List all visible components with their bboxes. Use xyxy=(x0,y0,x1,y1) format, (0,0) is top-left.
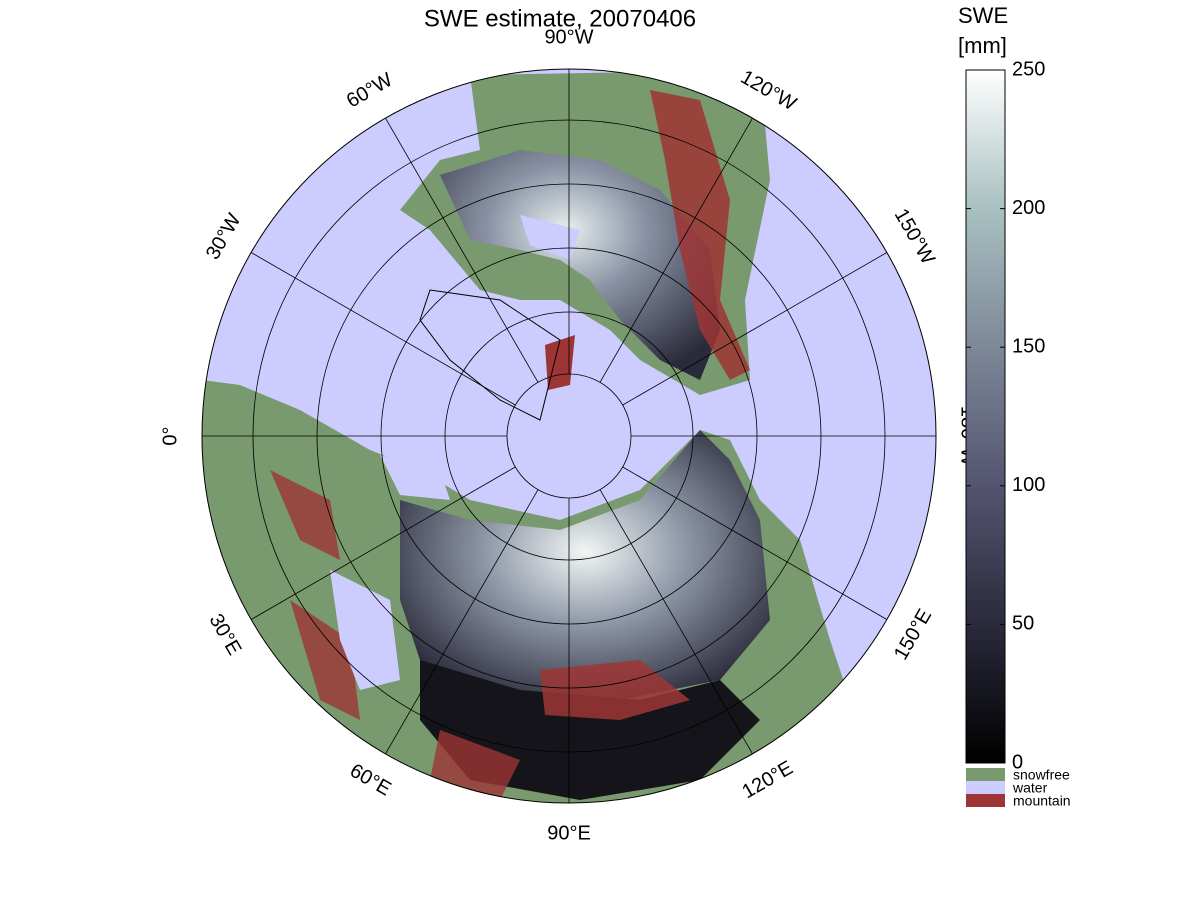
meridian-label: 150°E xyxy=(890,605,936,663)
mountain xyxy=(650,90,750,380)
meridian xyxy=(385,117,539,383)
mountain xyxy=(270,470,360,720)
colorbar-tick-label: 100 xyxy=(1012,474,1045,496)
meridian xyxy=(385,489,539,755)
meridian-label: 150°W xyxy=(890,205,939,268)
meridian-label: 60°E xyxy=(346,760,395,801)
snow-cover xyxy=(400,430,770,700)
colorbar-tick-label: 50 xyxy=(1012,613,1034,635)
meridian xyxy=(599,117,753,383)
meridian-label: 90°E xyxy=(547,822,591,844)
colorbar-label: [mm] xyxy=(958,33,1007,58)
meridian xyxy=(599,489,753,755)
graticule xyxy=(202,69,936,803)
meridian-label: 90°W xyxy=(544,26,593,48)
meridian-label: 60°W xyxy=(343,69,397,113)
meridian-label: 30°W xyxy=(202,210,246,264)
bay xyxy=(520,215,580,260)
meridian xyxy=(250,252,516,406)
legend-swatch xyxy=(966,768,1005,781)
mountain xyxy=(540,660,690,720)
colorbar-tick-label: 150 xyxy=(1012,335,1045,357)
colorbar-label: SWE xyxy=(958,3,1008,28)
legend-swatch xyxy=(966,781,1005,794)
sea xyxy=(380,455,450,500)
colorbar-tick-label: 250 xyxy=(1012,58,1045,80)
colorbar-tick-label: 0 xyxy=(1012,751,1023,773)
mountain xyxy=(430,730,520,800)
meridian-label: 30°E xyxy=(205,610,246,659)
legend-label: mountain xyxy=(1013,793,1071,809)
meridian-label: 0° xyxy=(159,426,181,445)
snow-cover xyxy=(440,150,720,380)
map-frame xyxy=(201,68,937,804)
meridian-label: 120°W xyxy=(737,66,800,115)
colorbar-fill xyxy=(965,69,1006,764)
meridian-label: 120°E xyxy=(738,757,796,803)
meridian xyxy=(622,252,888,406)
legend-swatch xyxy=(966,794,1005,807)
colorbar-tick-label: 200 xyxy=(1012,197,1045,219)
meridian xyxy=(622,466,888,620)
greenland-outline xyxy=(419,289,561,421)
meridian xyxy=(250,466,516,620)
map-area xyxy=(202,69,936,803)
legend-label: water xyxy=(1012,780,1048,796)
sea xyxy=(330,570,400,690)
legend-label: snowfree xyxy=(1013,767,1070,783)
title: SWE estimate, 20070406 xyxy=(424,5,696,32)
